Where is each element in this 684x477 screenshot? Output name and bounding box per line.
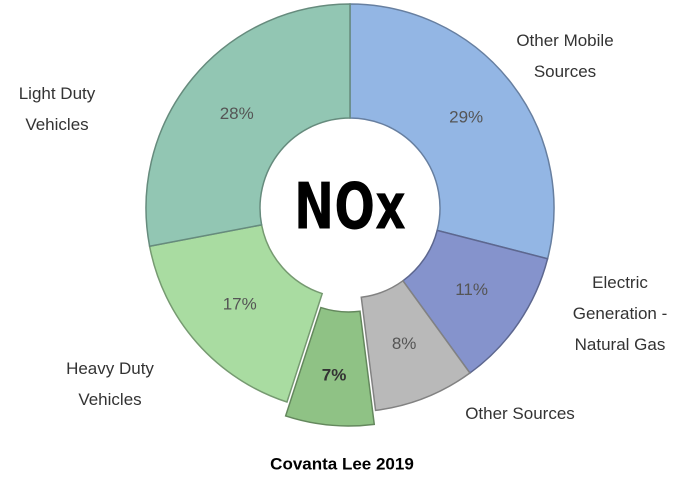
value-label: 17%	[223, 295, 257, 314]
donut-slice	[360, 279, 471, 412]
value-label: 11%	[455, 280, 488, 299]
value-label: 8%	[392, 334, 417, 353]
chart-title: Covanta Lee 2019	[270, 454, 414, 473]
category-label: Other Mobile Sources	[516, 31, 614, 81]
category-label: Heavy Duty Vehicles	[66, 359, 154, 409]
value-label: 28%	[220, 104, 254, 123]
donut-slice	[349, 3, 555, 260]
center-label: NOx	[294, 170, 406, 245]
value-label: 7%	[322, 366, 347, 385]
category-label: Light Duty Vehicles	[18, 84, 96, 134]
value-label: 29%	[449, 107, 483, 126]
donut-slice	[284, 306, 376, 427]
donut-slice	[145, 3, 351, 248]
donut-slice	[148, 223, 324, 403]
category-label: Electric Generation - Natural Gas	[572, 273, 668, 354]
category-label: Other Sources	[465, 404, 575, 423]
